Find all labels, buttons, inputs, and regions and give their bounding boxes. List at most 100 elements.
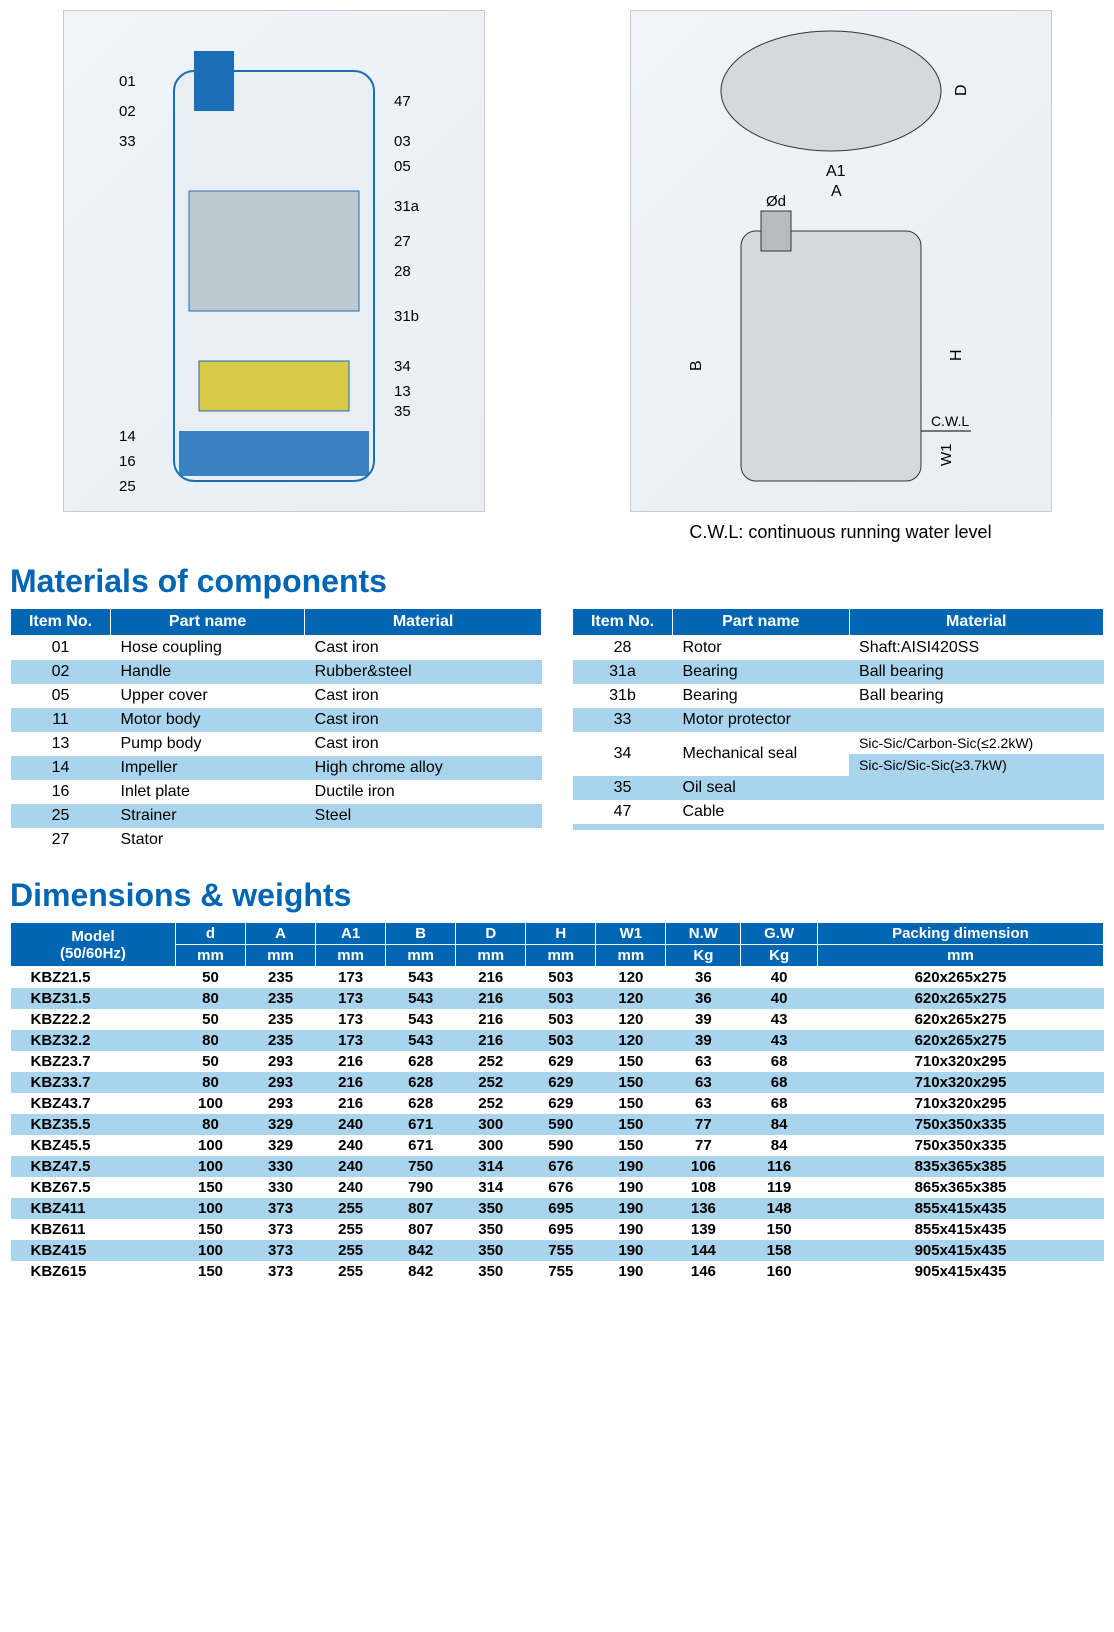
cell-value: 150 <box>596 1072 666 1093</box>
dim-col-unit: mm <box>817 945 1103 967</box>
cell-value: 144 <box>666 1240 741 1261</box>
table-row: 16Inlet plateDuctile iron <box>11 780 542 804</box>
cell-itemno: 11 <box>11 708 111 732</box>
dim-col-header: W1 <box>596 923 666 945</box>
table-row: 13Pump bodyCast iron <box>11 732 542 756</box>
cell-value: 629 <box>526 1072 596 1093</box>
cell-value: 750 <box>386 1156 456 1177</box>
cross-section-diagram: 01 02 33 47 03 05 31a 27 28 31b 34 13 35… <box>10 10 537 543</box>
cell-value: 40 <box>741 967 818 989</box>
cell-partname: Motor body <box>111 708 305 732</box>
cell-value: 50 <box>175 1051 245 1072</box>
dim-col-header: N.W <box>666 923 741 945</box>
cell-model: KBZ411 <box>11 1198 176 1219</box>
dim-col-unit: mm <box>246 945 316 967</box>
svg-text:01: 01 <box>119 73 136 90</box>
cell-value: 329 <box>246 1114 316 1135</box>
cell-value: 293 <box>246 1093 316 1114</box>
cell-value: 150 <box>596 1114 666 1135</box>
svg-text:47: 47 <box>394 93 411 110</box>
cell-value: 235 <box>246 1030 316 1051</box>
cell-partname: Handle <box>111 660 305 684</box>
cell-value: 190 <box>596 1219 666 1240</box>
cell-partname: Impeller <box>111 756 305 780</box>
cell-itemno: 33 <box>573 708 673 732</box>
table-row: 33Motor protector <box>573 708 1104 732</box>
cell-value: 350 <box>456 1240 526 1261</box>
cell-value: 755 <box>526 1261 596 1282</box>
dim-col-unit: mm <box>316 945 386 967</box>
cell-value: 695 <box>526 1219 596 1240</box>
cell-model: KBZ33.7 <box>11 1072 176 1093</box>
svg-text:05: 05 <box>394 158 411 175</box>
cell-value: 63 <box>666 1093 741 1114</box>
cell-material: Rubber&steel <box>305 660 542 684</box>
cell-value: 252 <box>456 1093 526 1114</box>
cell-value: 100 <box>175 1198 245 1219</box>
svg-text:33: 33 <box>119 133 136 150</box>
dim-col-header: Packing dimension <box>817 923 1103 945</box>
table-row: KBZ615150373255842350755190146160905x415… <box>11 1261 1104 1282</box>
cell-value: 350 <box>456 1198 526 1219</box>
cell-value: 120 <box>596 1009 666 1030</box>
cell-itemno: 14 <box>11 756 111 780</box>
cell-value: 108 <box>666 1177 741 1198</box>
dim-col-unit: Kg <box>666 945 741 967</box>
cell-value: 503 <box>526 967 596 989</box>
cell-value: 620x265x275 <box>817 1009 1103 1030</box>
cell-value: 216 <box>316 1072 386 1093</box>
cell-value: 750x350x335 <box>817 1114 1103 1135</box>
cell-value: 503 <box>526 1009 596 1030</box>
cell-value: 216 <box>456 967 526 989</box>
cell-value: 80 <box>175 1030 245 1051</box>
cell-partname: Oil seal <box>673 776 850 800</box>
svg-text:C.W.L: C.W.L <box>931 413 969 429</box>
svg-text:03: 03 <box>394 133 411 150</box>
cell-itemno: 13 <box>11 732 111 756</box>
dim-col-header: B <box>386 923 456 945</box>
cell-partname: Stator <box>111 828 305 852</box>
cell-value: 43 <box>741 1009 818 1030</box>
cell-partname <box>673 824 850 830</box>
svg-text:02: 02 <box>119 103 136 120</box>
col-partname: Part name <box>111 609 305 636</box>
cell-partname: Cable <box>673 800 850 824</box>
cell-partname: Motor protector <box>673 708 850 732</box>
cell-material: Ball bearing <box>849 660 1103 684</box>
cell-value: 314 <box>456 1177 526 1198</box>
cell-value: 158 <box>741 1240 818 1261</box>
cell-material: Shaft:AISI420SS <box>849 636 1103 661</box>
cell-value: 252 <box>456 1051 526 1072</box>
col-material: Material <box>305 609 542 636</box>
cell-value: 150 <box>175 1261 245 1282</box>
col-itemno-r: Item No. <box>573 609 673 636</box>
cell-partname: Rotor <box>673 636 850 661</box>
cell-value: 80 <box>175 1072 245 1093</box>
cell-value: 255 <box>316 1198 386 1219</box>
table-row: 28RotorShaft:AISI420SS <box>573 636 1104 661</box>
cell-value: 84 <box>741 1114 818 1135</box>
dim-col-header: A <box>246 923 316 945</box>
svg-text:16: 16 <box>119 453 136 470</box>
svg-text:H: H <box>948 349 965 361</box>
table-row: KBZ23.7502932166282526291506368710x320x2… <box>11 1051 1104 1072</box>
cell-value: 235 <box>246 1009 316 1030</box>
cell-value: 39 <box>666 1009 741 1030</box>
cell-value: 755 <box>526 1240 596 1261</box>
cell-partname: Mechanical seal <box>673 732 850 776</box>
cell-value: 373 <box>246 1198 316 1219</box>
cell-value: 710x320x295 <box>817 1093 1103 1114</box>
svg-text:A: A <box>831 183 842 200</box>
cell-value: 36 <box>666 967 741 989</box>
cell-value: 240 <box>316 1114 386 1135</box>
cell-value: 240 <box>316 1135 386 1156</box>
diagrams-row: 01 02 33 47 03 05 31a 27 28 31b 34 13 35… <box>10 10 1104 543</box>
table-row: 31bBearingBall bearing <box>573 684 1104 708</box>
cell-value: 77 <box>666 1114 741 1135</box>
cell-value: 671 <box>386 1135 456 1156</box>
cell-value: 190 <box>596 1198 666 1219</box>
materials-tables: Item No. Part name Material 01Hose coupl… <box>10 608 1104 852</box>
cell-model: KBZ35.5 <box>11 1114 176 1135</box>
cell-value: 39 <box>666 1030 741 1051</box>
svg-text:D: D <box>953 84 970 96</box>
